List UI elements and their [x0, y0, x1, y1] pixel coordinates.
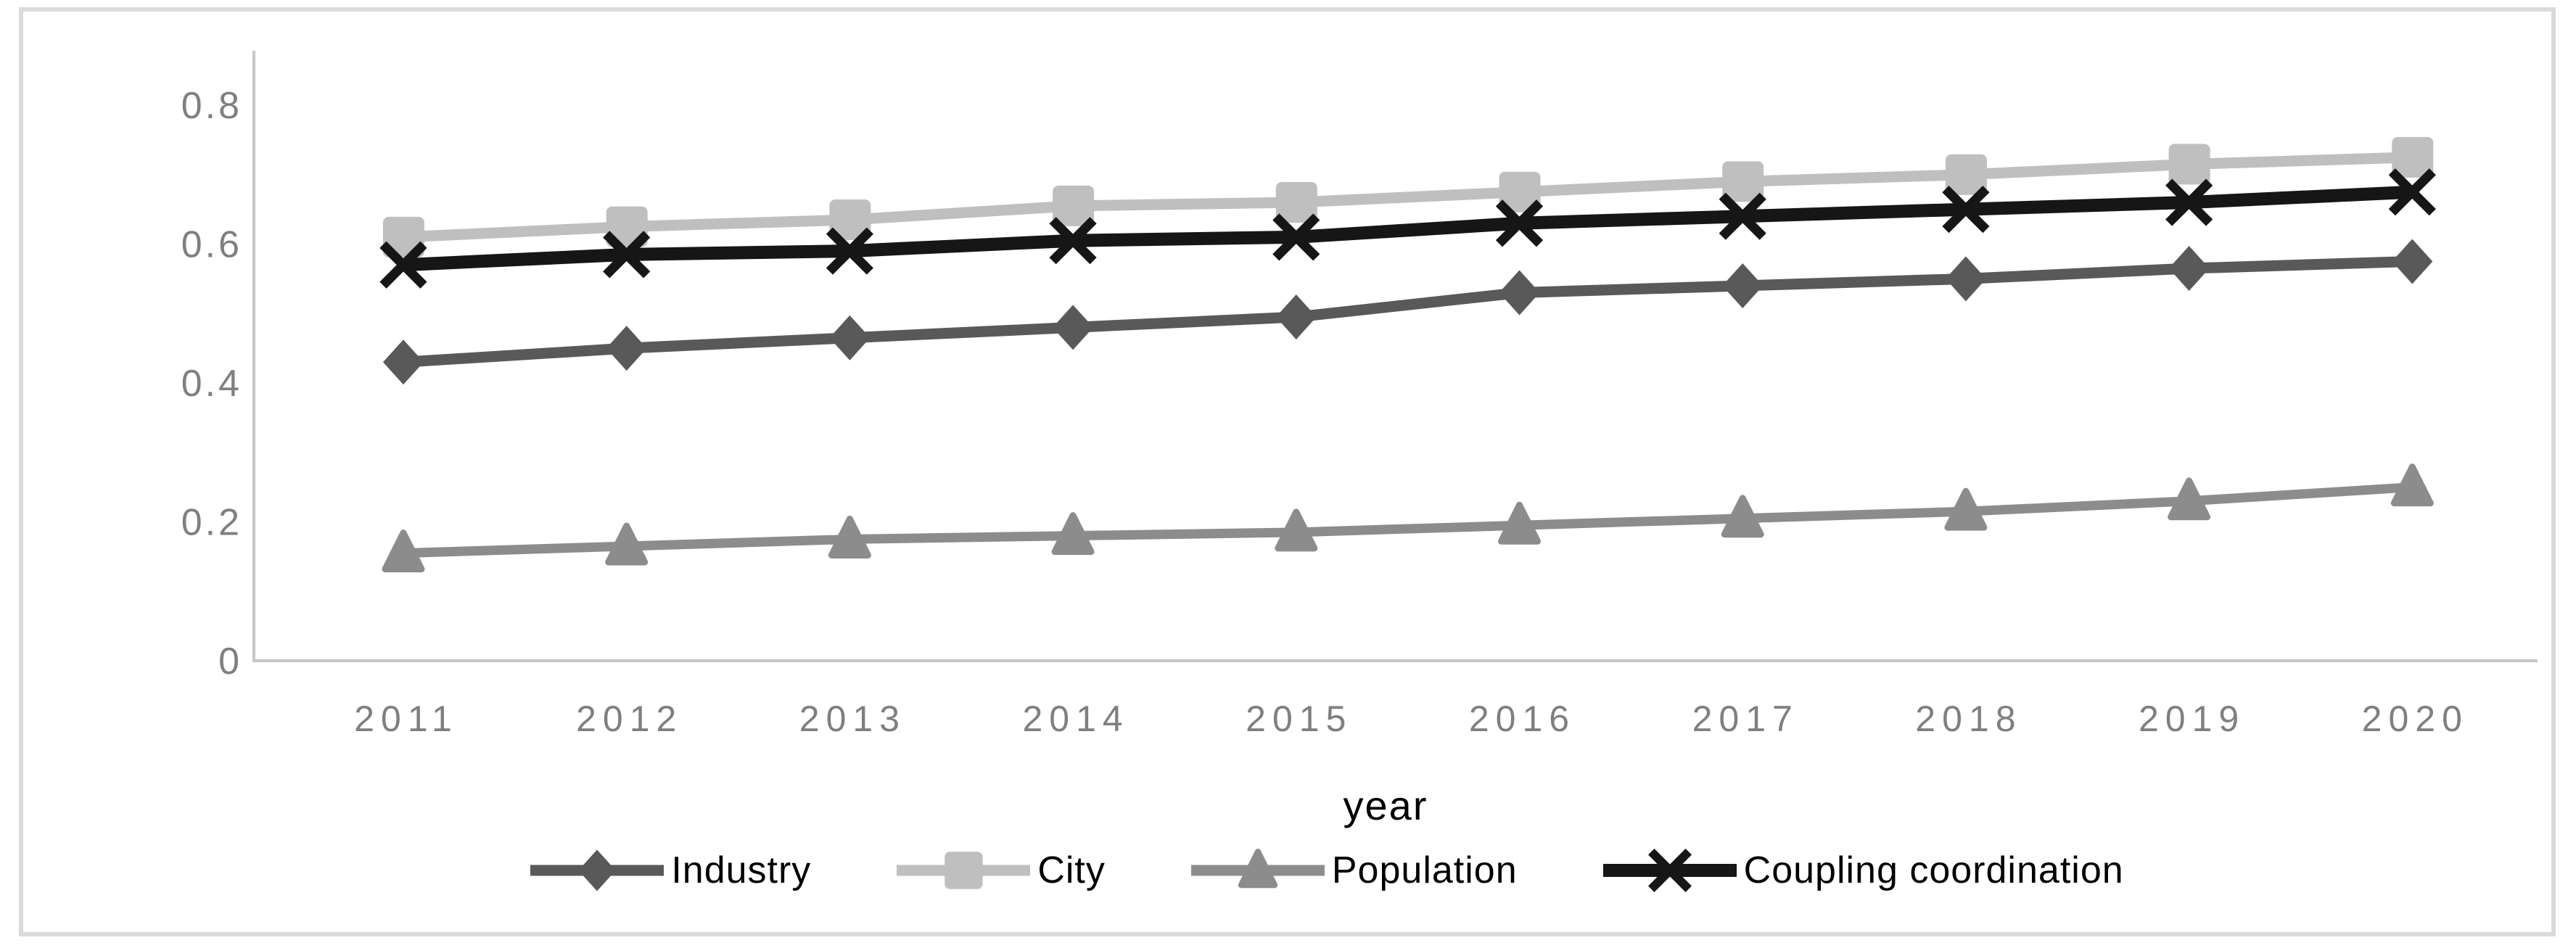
y-tick-label: 0.6 [181, 224, 242, 266]
data-point-marker [603, 231, 651, 279]
data-point-marker [2392, 136, 2434, 178]
data-point-marker [1275, 294, 1317, 340]
data-point-marker [1238, 849, 1278, 889]
series-line-industry [403, 255, 2413, 368]
x-tick-label: 2012 [576, 698, 683, 739]
data-point-marker [1272, 213, 1320, 261]
x-tick-label: 2016 [1469, 698, 1576, 739]
data-point-marker [379, 241, 427, 289]
coupling-coordination-legend-swatch-icon [1602, 849, 1737, 892]
data-point-marker [1499, 270, 1540, 316]
legend-item-label: Industry [671, 849, 812, 891]
data-point-marker [1945, 154, 1987, 195]
data-point-marker [826, 227, 873, 275]
data-point-marker [1275, 182, 1317, 223]
data-point-marker [1051, 512, 1095, 556]
series-city [383, 136, 2434, 257]
legend-item-label: City [1037, 849, 1106, 891]
data-point-marker [383, 216, 424, 257]
chart-legend: Industry City Population Coupling coordinat… [73, 834, 2576, 907]
legend-item-label: Coupling coordination [1743, 849, 2124, 891]
x-axis-title: year [1343, 783, 1428, 828]
data-point-marker [383, 339, 424, 385]
data-point-marker [829, 315, 871, 360]
data-point-marker [382, 529, 425, 573]
data-point-marker [1721, 495, 1764, 538]
data-point-marker [829, 199, 871, 240]
data-point-marker [828, 515, 871, 559]
data-point-marker [1495, 199, 1544, 247]
data-point-marker [1275, 508, 1318, 552]
data-point-marker [1498, 501, 1541, 545]
city-legend-swatch-icon [897, 852, 1031, 889]
data-point-marker [1499, 171, 1541, 213]
x-tick-label: 2019 [2139, 698, 2245, 739]
series-line-coupling-coordination [403, 185, 2413, 272]
data-point-marker [2168, 144, 2210, 185]
series-line-population [403, 482, 2413, 559]
data-point-marker [945, 852, 983, 889]
data-point-marker [1053, 305, 1094, 350]
y-tick-label: 0.2 [181, 502, 242, 544]
data-point-marker [2390, 463, 2434, 507]
data-point-marker [2168, 477, 2211, 521]
data-point-marker [1053, 185, 1095, 226]
data-point-marker [1049, 217, 1097, 265]
y-tick-label: 0.8 [181, 85, 242, 127]
series-industry [383, 239, 2433, 385]
data-point-marker [578, 849, 617, 891]
series-population [382, 463, 2434, 573]
data-point-marker [2388, 168, 2436, 216]
series-coupling-coordination [379, 168, 2436, 289]
data-point-marker [606, 326, 647, 371]
data-point-marker [1942, 186, 1990, 234]
data-point-marker [1722, 161, 1764, 202]
y-tick-label: 0 [218, 640, 242, 683]
data-point-marker [2392, 239, 2433, 284]
data-point-marker [1945, 256, 1986, 302]
x-tick-label: 2015 [1246, 698, 1352, 739]
series-line-city [403, 152, 2413, 243]
legend-item-city: City [891, 834, 1106, 907]
legend-item-coupling-coordination: Coupling coordination [1597, 834, 2124, 907]
x-tick-label: 2011 [354, 698, 458, 739]
x-tick-label: 2013 [799, 698, 906, 739]
data-point-marker [605, 522, 649, 566]
y-tick-label: 0.4 [181, 363, 242, 405]
data-point-marker [2165, 178, 2213, 226]
legend-item-label: Population [1331, 849, 1518, 891]
data-point-marker [2168, 246, 2210, 292]
data-point-marker [1722, 263, 1764, 308]
population-legend-swatch-icon [1190, 849, 1325, 889]
legend-item-population: Population [1185, 834, 1518, 907]
industry-legend-swatch-icon [530, 849, 664, 891]
legend-item-industry: Industry [524, 834, 811, 907]
x-tick-label: 2014 [1022, 698, 1129, 739]
data-point-marker [606, 206, 648, 247]
data-point-marker [1944, 487, 1988, 531]
x-tick-label: 2020 [2362, 698, 2469, 739]
x-tick-label: 2017 [1692, 698, 1799, 739]
x-tick-label: 2018 [1915, 698, 2022, 739]
data-point-marker [1719, 192, 1766, 240]
data-point-marker [1647, 849, 1692, 892]
